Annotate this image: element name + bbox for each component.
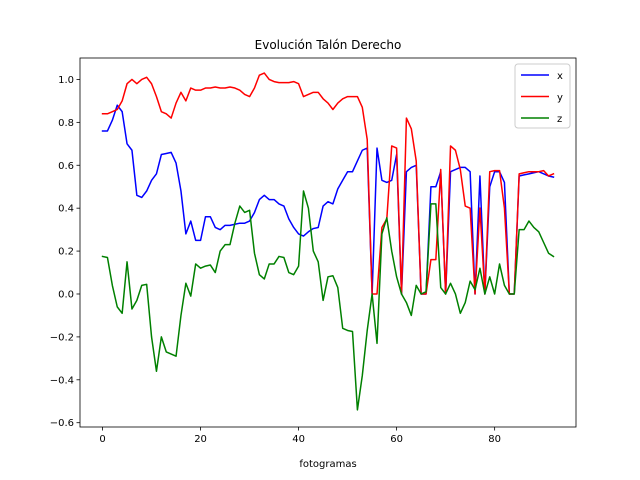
series-line-x bbox=[101, 104, 555, 295]
axes-frame bbox=[79, 57, 577, 428]
x-tick-label: 40 bbox=[292, 434, 305, 445]
chart-title: Evolución Talón Derecho bbox=[255, 38, 402, 52]
legend-label-y: y bbox=[557, 93, 563, 104]
x-tick-label: 60 bbox=[390, 434, 403, 445]
x-tick-label: 20 bbox=[194, 434, 207, 445]
y-tick-label: −0.2 bbox=[50, 332, 74, 343]
y-tick-label: 0.6 bbox=[58, 161, 74, 172]
y-tick-label: −0.6 bbox=[50, 418, 74, 429]
y-tick-label: 0.4 bbox=[58, 204, 74, 215]
y-tick-label: 0.0 bbox=[58, 289, 74, 300]
x-axis-label: fotogramas bbox=[299, 459, 356, 470]
series-group bbox=[101, 72, 555, 411]
y-tick-label: 0.8 bbox=[58, 118, 74, 129]
series-line-z bbox=[101, 190, 555, 411]
y-tick-label: 1.0 bbox=[58, 75, 74, 86]
y-tick-label: −0.4 bbox=[50, 375, 74, 386]
y-tick-label: 0.2 bbox=[58, 247, 74, 258]
x-tick-label: 0 bbox=[99, 434, 105, 445]
legend-label-z: z bbox=[557, 114, 562, 125]
legend-label-x: x bbox=[557, 71, 563, 82]
series-line-y bbox=[101, 72, 555, 295]
legend: xyz bbox=[514, 63, 571, 129]
x-tick-label: 80 bbox=[488, 434, 501, 445]
plot-area: 0 20 40 60 80 −0.6 −0.4 −0.2 0.0 0.2 0.4 0.6 0.8 1.0 x… bbox=[50, 57, 577, 445]
